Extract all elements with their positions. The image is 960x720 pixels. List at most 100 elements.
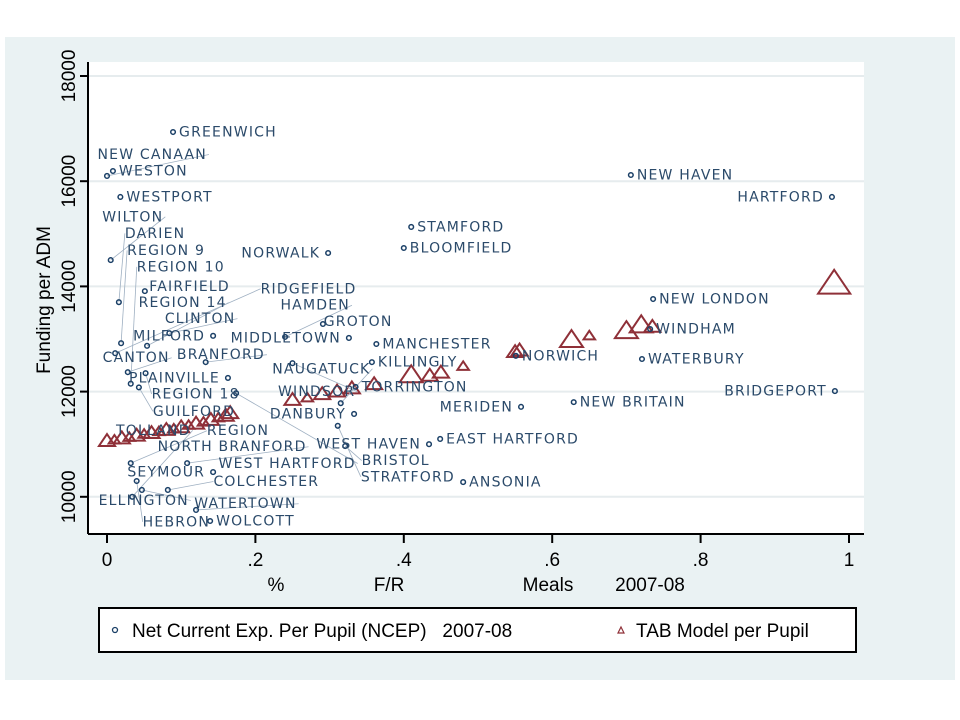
tab-triangle-point <box>816 267 853 295</box>
point-label: WATERBURY <box>648 351 745 367</box>
ncep-point <box>345 334 352 341</box>
ncep-point <box>112 350 119 357</box>
point-label: REGION 14 <box>139 295 227 311</box>
ncep-point <box>135 384 142 391</box>
ncep-point <box>408 223 415 231</box>
point-label: WINDHAM <box>656 322 736 338</box>
ncep-point <box>325 249 332 257</box>
point-label: FAIRFIELD <box>149 279 230 295</box>
label-leader-lines <box>106 154 373 522</box>
ncep-point <box>342 442 349 450</box>
label-leader-line <box>337 425 362 477</box>
label-leader-line <box>106 154 210 177</box>
point-label: WINDSOR <box>278 384 355 400</box>
ncep-point <box>138 486 145 494</box>
ncep-point <box>570 399 577 406</box>
x-axis-title-part-4: 2007-08 <box>615 575 685 596</box>
ncep-point <box>142 370 149 377</box>
point-label: MERIDEN <box>440 399 513 415</box>
label-leader-line <box>118 233 126 303</box>
point-label: WEST HARTFORD <box>219 456 356 472</box>
point-label: WILTON <box>102 209 163 225</box>
point-label: BRIDGEPORT <box>724 384 827 400</box>
point-label: MILFORD <box>133 328 205 344</box>
point-label: STAMFORD <box>417 219 504 235</box>
label-leader-line <box>187 446 309 464</box>
x-tick-label: .6 <box>544 550 560 571</box>
y-tick-label: 16000 <box>59 155 80 208</box>
ncep-point <box>517 403 525 410</box>
plot-area <box>88 62 864 534</box>
label-leader-line <box>127 357 172 373</box>
x-tick-label: 0 <box>102 550 113 571</box>
point-label: NORWALK <box>241 245 320 261</box>
label-leader-line <box>235 392 358 464</box>
ncep-point <box>129 493 136 500</box>
tab-triangle-point <box>397 363 425 384</box>
label-leader-line <box>110 216 166 261</box>
y-tick-label: 18000 <box>59 50 80 103</box>
label-leader-line <box>120 250 128 344</box>
ncep-point <box>166 330 173 337</box>
ncep-point <box>282 333 289 340</box>
ncep-point <box>373 340 380 348</box>
tab-triangle-point <box>312 385 333 401</box>
gridlines <box>88 75 864 498</box>
ncep-point <box>144 342 151 349</box>
label-leader-line <box>141 489 191 501</box>
tab-triangle-point <box>299 391 315 403</box>
ncep-point <box>141 288 148 295</box>
ncep-point <box>368 359 375 366</box>
label-leader-line <box>340 368 373 404</box>
point-label: TOLLAND <box>115 423 191 439</box>
tab-triangle-point <box>642 318 663 333</box>
point-label: HAMDEN <box>280 298 349 314</box>
ncep-point <box>647 325 654 333</box>
ncep-point <box>210 469 217 476</box>
y-axis-title: Funding per ADM <box>34 226 55 374</box>
tab-triangle-point <box>220 404 241 420</box>
point-label: NEW CANAAN <box>98 147 207 163</box>
x-axis-title-part-1: % <box>268 575 285 596</box>
ncep-point <box>103 172 111 179</box>
ncep-point <box>400 244 407 252</box>
point-label: NORTH BRANFORD <box>158 439 307 455</box>
ncep-point <box>233 390 240 397</box>
ncep-point <box>512 352 519 359</box>
ncep-point <box>319 320 326 328</box>
point-label: ELLINGTON <box>99 493 189 509</box>
ncep-point <box>224 374 231 381</box>
label-leader-line <box>138 387 154 412</box>
point-label: BRANFORD <box>177 347 265 363</box>
label-leader-line <box>130 266 138 384</box>
point-label: NEW LONDON <box>659 292 770 308</box>
label-leader-line <box>130 430 208 464</box>
point-label: WEST HAVEN <box>316 437 421 453</box>
point-label: TORRINGTON <box>361 379 468 395</box>
label-leader-line <box>284 304 353 338</box>
x-tick-label: .4 <box>396 550 412 571</box>
point-label: BLOOMFIELD <box>410 241 513 257</box>
ncep-point <box>337 400 344 407</box>
ncep-point <box>192 506 200 514</box>
x-tick-label: .2 <box>247 550 263 571</box>
point-label: HARTFORD <box>737 189 824 205</box>
ncep-point <box>207 517 214 525</box>
ncep-point <box>117 193 124 201</box>
point-label: EAST HARTFORD <box>446 431 579 447</box>
point-label: REGION 10 <box>137 259 225 275</box>
ncep-point <box>107 257 114 264</box>
x-tick-label: 1 <box>844 550 855 571</box>
label-leader-line <box>292 362 358 392</box>
ncep-point <box>437 435 444 442</box>
label-leader-line <box>115 288 261 354</box>
point-label: WESTON <box>119 163 188 179</box>
label-leader-line <box>167 481 214 491</box>
point-label: ANSONIA <box>469 475 542 491</box>
ncep-point <box>351 410 358 418</box>
point-label: CANTON <box>103 350 170 366</box>
point-label: COLCHESTER <box>213 474 319 490</box>
point-label: PLAINVILLE <box>129 370 220 386</box>
point-label: CLINTON <box>165 311 236 327</box>
